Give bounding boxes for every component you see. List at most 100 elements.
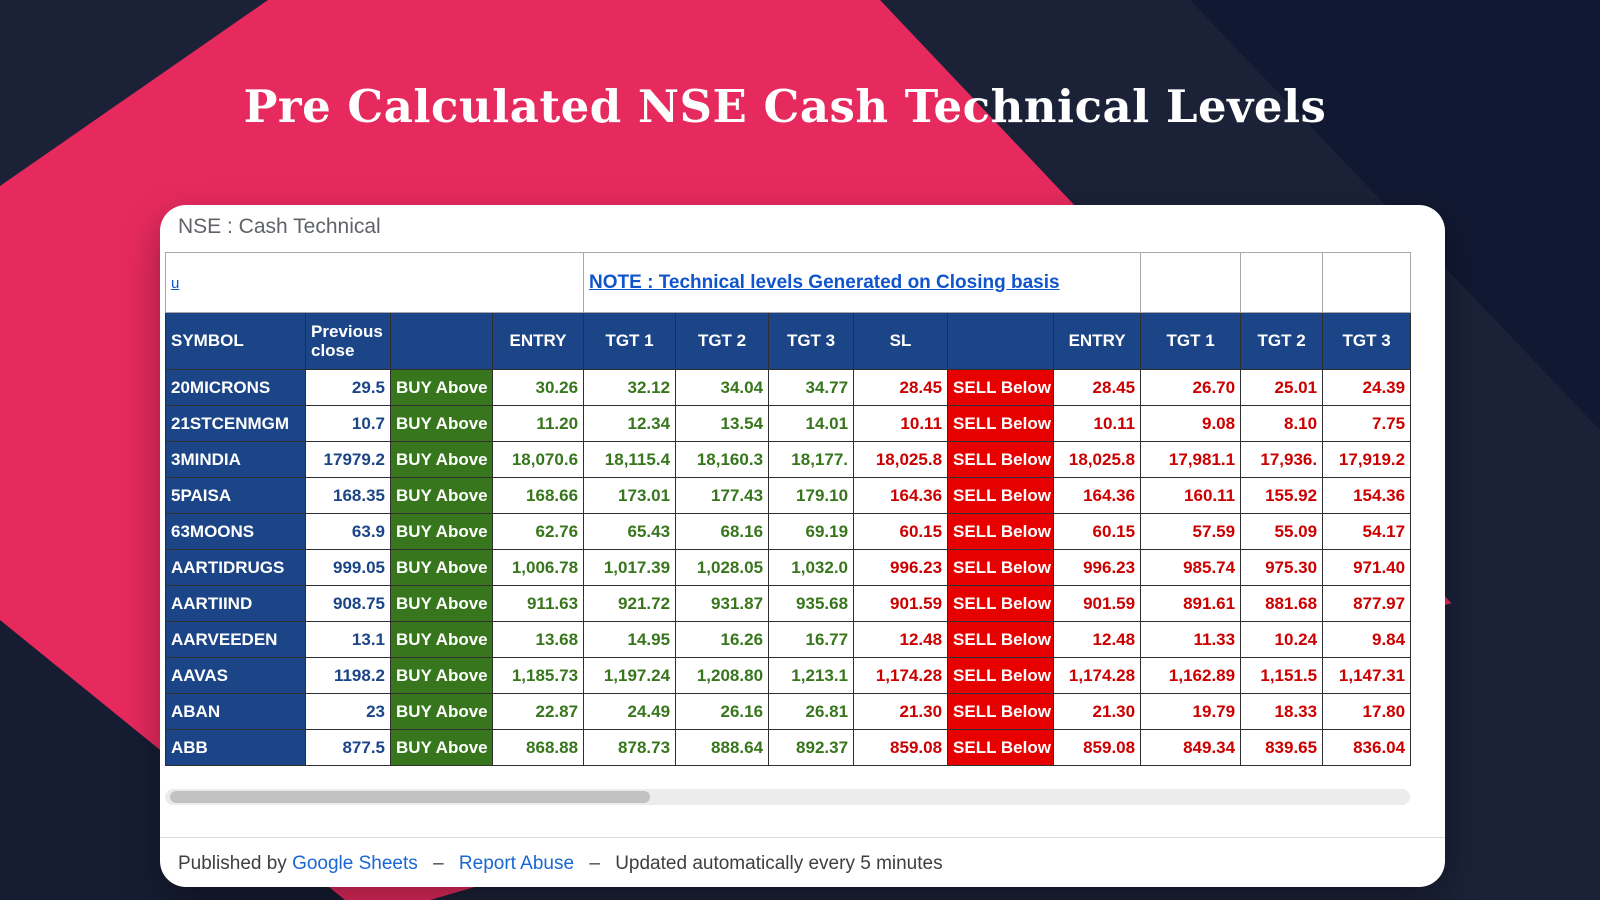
entry-sell-cell: 901.59: [1053, 585, 1142, 622]
footer-divider: [160, 837, 1445, 838]
table-row: ABB 877.5 BUY Above 868.88 878.73 888.64 892.3…: [165, 729, 1412, 766]
tgt1-sell-cell: 849.34: [1140, 729, 1242, 766]
col-header-tgt1-sell: TGT 1: [1140, 312, 1242, 370]
tgt2-sell-cell: 1,151.5: [1240, 657, 1324, 694]
col-header-tgt2-sell: TGT 2: [1240, 312, 1324, 370]
tgt2-buy-cell: 13.54: [675, 405, 770, 442]
table-row: 5PAISA 168.35 BUY Above 168.66 173.01 177.43 1…: [165, 477, 1412, 514]
tgt1-buy-cell: 878.73: [583, 729, 677, 766]
entry-buy-cell: 11.20: [491, 405, 585, 442]
symbol-cell: 63MOONS: [165, 513, 306, 550]
tgt2-sell-cell: 839.65: [1240, 729, 1324, 766]
tgt2-sell-cell: 25.01: [1240, 369, 1324, 406]
buy-above-cell: BUY Above: [390, 477, 493, 514]
col-header-tgt3-sell: TGT 3: [1322, 312, 1412, 370]
buy-above-cell: BUY Above: [390, 693, 493, 730]
tgt2-buy-cell: 18,160.3: [675, 441, 770, 478]
buy-above-cell: BUY Above: [390, 369, 493, 406]
tgt1-buy-cell: 1,017.39: [583, 549, 677, 586]
horizontal-scrollbar-track[interactable]: [165, 789, 1410, 805]
sheet-window-title: NSE : Cash Technical: [178, 215, 381, 238]
note-cell: NOTE : Technical levels Generated on Clo…: [583, 252, 1142, 313]
note-link[interactable]: NOTE : Technical levels Generated on Clo…: [589, 271, 1060, 293]
corner-link[interactable]: u: [171, 274, 180, 292]
entry-sell-cell: 28.45: [1053, 369, 1142, 406]
sl-cell: 164.36: [853, 477, 949, 514]
table-row: AAVAS 1198.2 BUY Above 1,185.73 1,197.24 1,20…: [165, 657, 1412, 694]
entry-sell-cell: 10.11: [1053, 405, 1142, 442]
tgt3-sell-cell: 7.75: [1322, 405, 1412, 442]
google-sheets-link[interactable]: Google Sheets: [292, 853, 418, 874]
symbol-cell: 21STCENMGM: [165, 405, 306, 442]
tgt2-sell-cell: 17,936.: [1240, 441, 1324, 478]
page-title: Pre Calculated NSE Cash Technical Levels: [243, 80, 1327, 133]
footer-separator: –: [433, 853, 444, 874]
empty-cell: [1140, 252, 1242, 313]
tgt1-buy-cell: 12.34: [583, 405, 677, 442]
sl-cell: 28.45: [853, 369, 949, 406]
tgt2-sell-cell: 881.68: [1240, 585, 1324, 622]
entry-sell-cell: 12.48: [1053, 621, 1142, 658]
table-row: ABAN 23 BUY Above 22.87 24.49 26.16 26.81 21.30…: [165, 693, 1412, 730]
tgt3-buy-cell: 18,177.: [768, 441, 855, 478]
col-header-entry-buy: ENTRY: [491, 312, 585, 370]
entry-buy-cell: 13.68: [491, 621, 585, 658]
symbol-cell: 3MINDIA: [165, 441, 306, 478]
buy-above-cell: BUY Above: [390, 729, 493, 766]
entry-buy-cell: 1,185.73: [491, 657, 585, 694]
tgt1-sell-cell: 26.70: [1140, 369, 1242, 406]
tgt1-sell-cell: 160.11: [1140, 477, 1242, 514]
sell-below-cell: SELL Below: [947, 657, 1055, 694]
horizontal-scrollbar-thumb[interactable]: [170, 791, 650, 803]
tgt3-buy-cell: 1,213.1: [768, 657, 855, 694]
entry-sell-cell: 18,025.8: [1053, 441, 1142, 478]
tgt1-buy-cell: 173.01: [583, 477, 677, 514]
tgt3-buy-cell: 34.77: [768, 369, 855, 406]
tgt3-sell-cell: 154.36: [1322, 477, 1412, 514]
tgt3-buy-cell: 14.01: [768, 405, 855, 442]
tgt1-buy-cell: 24.49: [583, 693, 677, 730]
tgt3-sell-cell: 24.39: [1322, 369, 1412, 406]
tgt2-buy-cell: 1,208.80: [675, 657, 770, 694]
entry-sell-cell: 60.15: [1053, 513, 1142, 550]
table-row: AARTIDRUGS 999.05 BUY Above 1,006.78 1,017.3…: [165, 549, 1412, 586]
tgt3-sell-cell: 54.17: [1322, 513, 1412, 550]
tgt1-buy-cell: 18,115.4: [583, 441, 677, 478]
table-row: AARVEEDEN 13.1 BUY Above 13.68 14.95 16.26 16.…: [165, 621, 1412, 658]
prev-close-cell: 877.5: [305, 729, 391, 766]
tgt2-sell-cell: 975.30: [1240, 549, 1324, 586]
sell-below-cell: SELL Below: [947, 369, 1055, 406]
prev-close-cell: 908.75: [305, 585, 391, 622]
col-header-tgt2-buy: TGT 2: [675, 312, 770, 370]
sl-cell: 10.11: [853, 405, 949, 442]
sheet-card: NSE : Cash Technical u NOTE : Technical …: [160, 205, 1445, 887]
sl-cell: 60.15: [853, 513, 949, 550]
empty-cell: [1240, 252, 1324, 313]
tgt3-sell-cell: 17.80: [1322, 693, 1412, 730]
symbol-cell: AARVEEDEN: [165, 621, 306, 658]
col-header-entry-sell: ENTRY: [1053, 312, 1142, 370]
tgt1-sell-cell: 891.61: [1140, 585, 1242, 622]
tgt3-buy-cell: 892.37: [768, 729, 855, 766]
symbol-cell: 20MICRONS: [165, 369, 306, 406]
symbol-cell: AARTIDRUGS: [165, 549, 306, 586]
tgt1-sell-cell: 57.59: [1140, 513, 1242, 550]
sell-below-cell: SELL Below: [947, 549, 1055, 586]
prev-close-cell: 13.1: [305, 621, 391, 658]
sell-below-cell: SELL Below: [947, 477, 1055, 514]
tgt3-sell-cell: 9.84: [1322, 621, 1412, 658]
tgt3-sell-cell: 1,147.31: [1322, 657, 1412, 694]
tgt2-buy-cell: 177.43: [675, 477, 770, 514]
tgt2-buy-cell: 1,028.05: [675, 549, 770, 586]
entry-sell-cell: 1,174.28: [1053, 657, 1142, 694]
tgt1-buy-cell: 65.43: [583, 513, 677, 550]
table-row: 21STCENMGM 10.7 BUY Above 11.20 12.34 13.54 14…: [165, 405, 1412, 442]
updated-text: Updated automatically every 5 minutes: [615, 853, 943, 874]
sell-below-cell: SELL Below: [947, 513, 1055, 550]
tgt2-sell-cell: 10.24: [1240, 621, 1324, 658]
col-header-buy: [390, 312, 493, 370]
tgt1-buy-cell: 1,197.24: [583, 657, 677, 694]
tgt2-buy-cell: 68.16: [675, 513, 770, 550]
report-abuse-link[interactable]: Report Abuse: [458, 853, 575, 874]
